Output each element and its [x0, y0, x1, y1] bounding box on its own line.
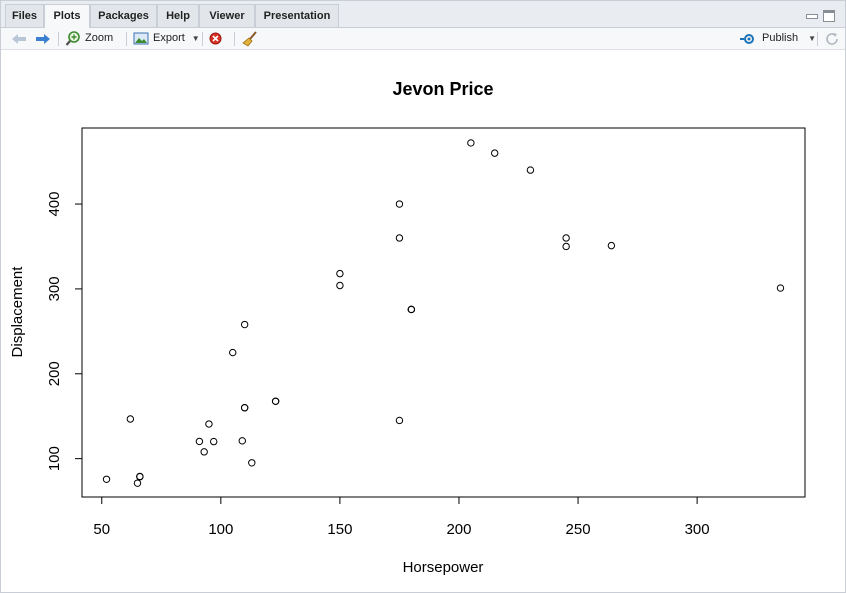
- plots-toolbar: Zoom Export ▼: [1, 28, 845, 50]
- x-tick-label: 50: [93, 521, 110, 538]
- data-point: [240, 404, 249, 412]
- toolbar-divider: [234, 32, 235, 46]
- data-point: [407, 305, 416, 314]
- data-point: [607, 241, 616, 250]
- minimize-icon[interactable]: [806, 14, 818, 19]
- data-point: [336, 281, 344, 290]
- arrow-left-icon: [12, 33, 26, 44]
- export-image-icon: [133, 32, 149, 44]
- scatter-plot: Jevon Price 50 100 150 200 250 300 100 200 300 4…: [9, 79, 806, 576]
- clear-all-plots-button[interactable]: [242, 28, 258, 49]
- y-axis-label: Displacement: [9, 266, 26, 358]
- data-point: [209, 437, 218, 446]
- plot-frame: [81, 127, 806, 498]
- x-tick-label: 250: [566, 521, 591, 538]
- data-point: [133, 479, 142, 487]
- data-point: [205, 420, 213, 428]
- tab-plots[interactable]: Plots: [44, 4, 90, 28]
- data-point: [200, 448, 208, 456]
- forward-button[interactable]: [35, 28, 51, 49]
- publish-button[interactable]: Publish ▼: [740, 28, 816, 49]
- tab-files[interactable]: Files: [5, 4, 44, 27]
- data-point: [271, 397, 280, 405]
- arrow-right-icon: [36, 33, 50, 44]
- data-points: [102, 139, 785, 487]
- x-tick-label: 150: [327, 521, 352, 538]
- publish-icon: [740, 33, 754, 44]
- y-tick-label: 400: [46, 192, 63, 217]
- data-point: [248, 459, 256, 467]
- refresh-icon: [826, 32, 838, 45]
- publish-label: Publish: [762, 32, 799, 44]
- data-point: [336, 269, 344, 278]
- toolbar-divider: [126, 32, 127, 46]
- maximize-icon[interactable]: [823, 10, 835, 22]
- tab-viewer[interactable]: Viewer: [199, 4, 255, 27]
- broom-icon: [242, 30, 257, 47]
- export-label: Export: [153, 32, 185, 44]
- data-point: [195, 437, 204, 446]
- data-point: [240, 320, 249, 329]
- toolbar-divider: [202, 32, 203, 46]
- data-point: [491, 149, 499, 157]
- data-point: [562, 234, 570, 242]
- data-point: [776, 284, 785, 292]
- remove-plot-button[interactable]: [209, 28, 222, 49]
- y-tick-label: 200: [46, 361, 63, 386]
- data-point: [467, 139, 475, 147]
- zoom-label: Zoom: [85, 32, 114, 44]
- toolbar-divider: [817, 32, 818, 46]
- delete-icon: [209, 32, 222, 45]
- back-button[interactable]: [11, 28, 27, 49]
- x-tick-label: 200: [446, 521, 471, 538]
- chevron-down-icon: ▼: [191, 34, 200, 43]
- x-tick-label: 300: [685, 521, 710, 538]
- data-point: [102, 475, 111, 483]
- chart-title: Jevon Price: [392, 79, 493, 99]
- y-tick-label: 100: [46, 446, 63, 471]
- y-tick-label: 300: [46, 276, 63, 301]
- data-point: [229, 348, 237, 357]
- zoom-icon: [65, 30, 80, 46]
- data-point: [395, 416, 404, 425]
- chevron-down-icon: ▼: [808, 34, 816, 43]
- data-point: [395, 234, 404, 242]
- zoom-button[interactable]: Zoom: [65, 28, 113, 49]
- toolbar-divider: [58, 32, 59, 46]
- tab-help[interactable]: Help: [157, 4, 199, 27]
- export-button[interactable]: Export ▼: [133, 28, 200, 49]
- data-point: [395, 200, 404, 208]
- data-point: [562, 242, 570, 251]
- y-axis: 100 200 300 400: [46, 192, 83, 471]
- x-tick-label: 100: [208, 521, 233, 538]
- data-point: [526, 166, 535, 174]
- pane-tab-bar: Files Plots Packages Help Viewer Present…: [1, 1, 845, 28]
- x-axis: 50 100 150 200 250 300: [93, 496, 710, 538]
- data-point: [136, 472, 144, 481]
- tab-presentation[interactable]: Presentation: [255, 4, 339, 27]
- x-axis-label: Horsepower: [403, 559, 484, 576]
- refresh-button[interactable]: [824, 28, 840, 49]
- data-point: [238, 437, 246, 445]
- tab-packages[interactable]: Packages: [90, 4, 157, 27]
- data-point: [126, 415, 135, 423]
